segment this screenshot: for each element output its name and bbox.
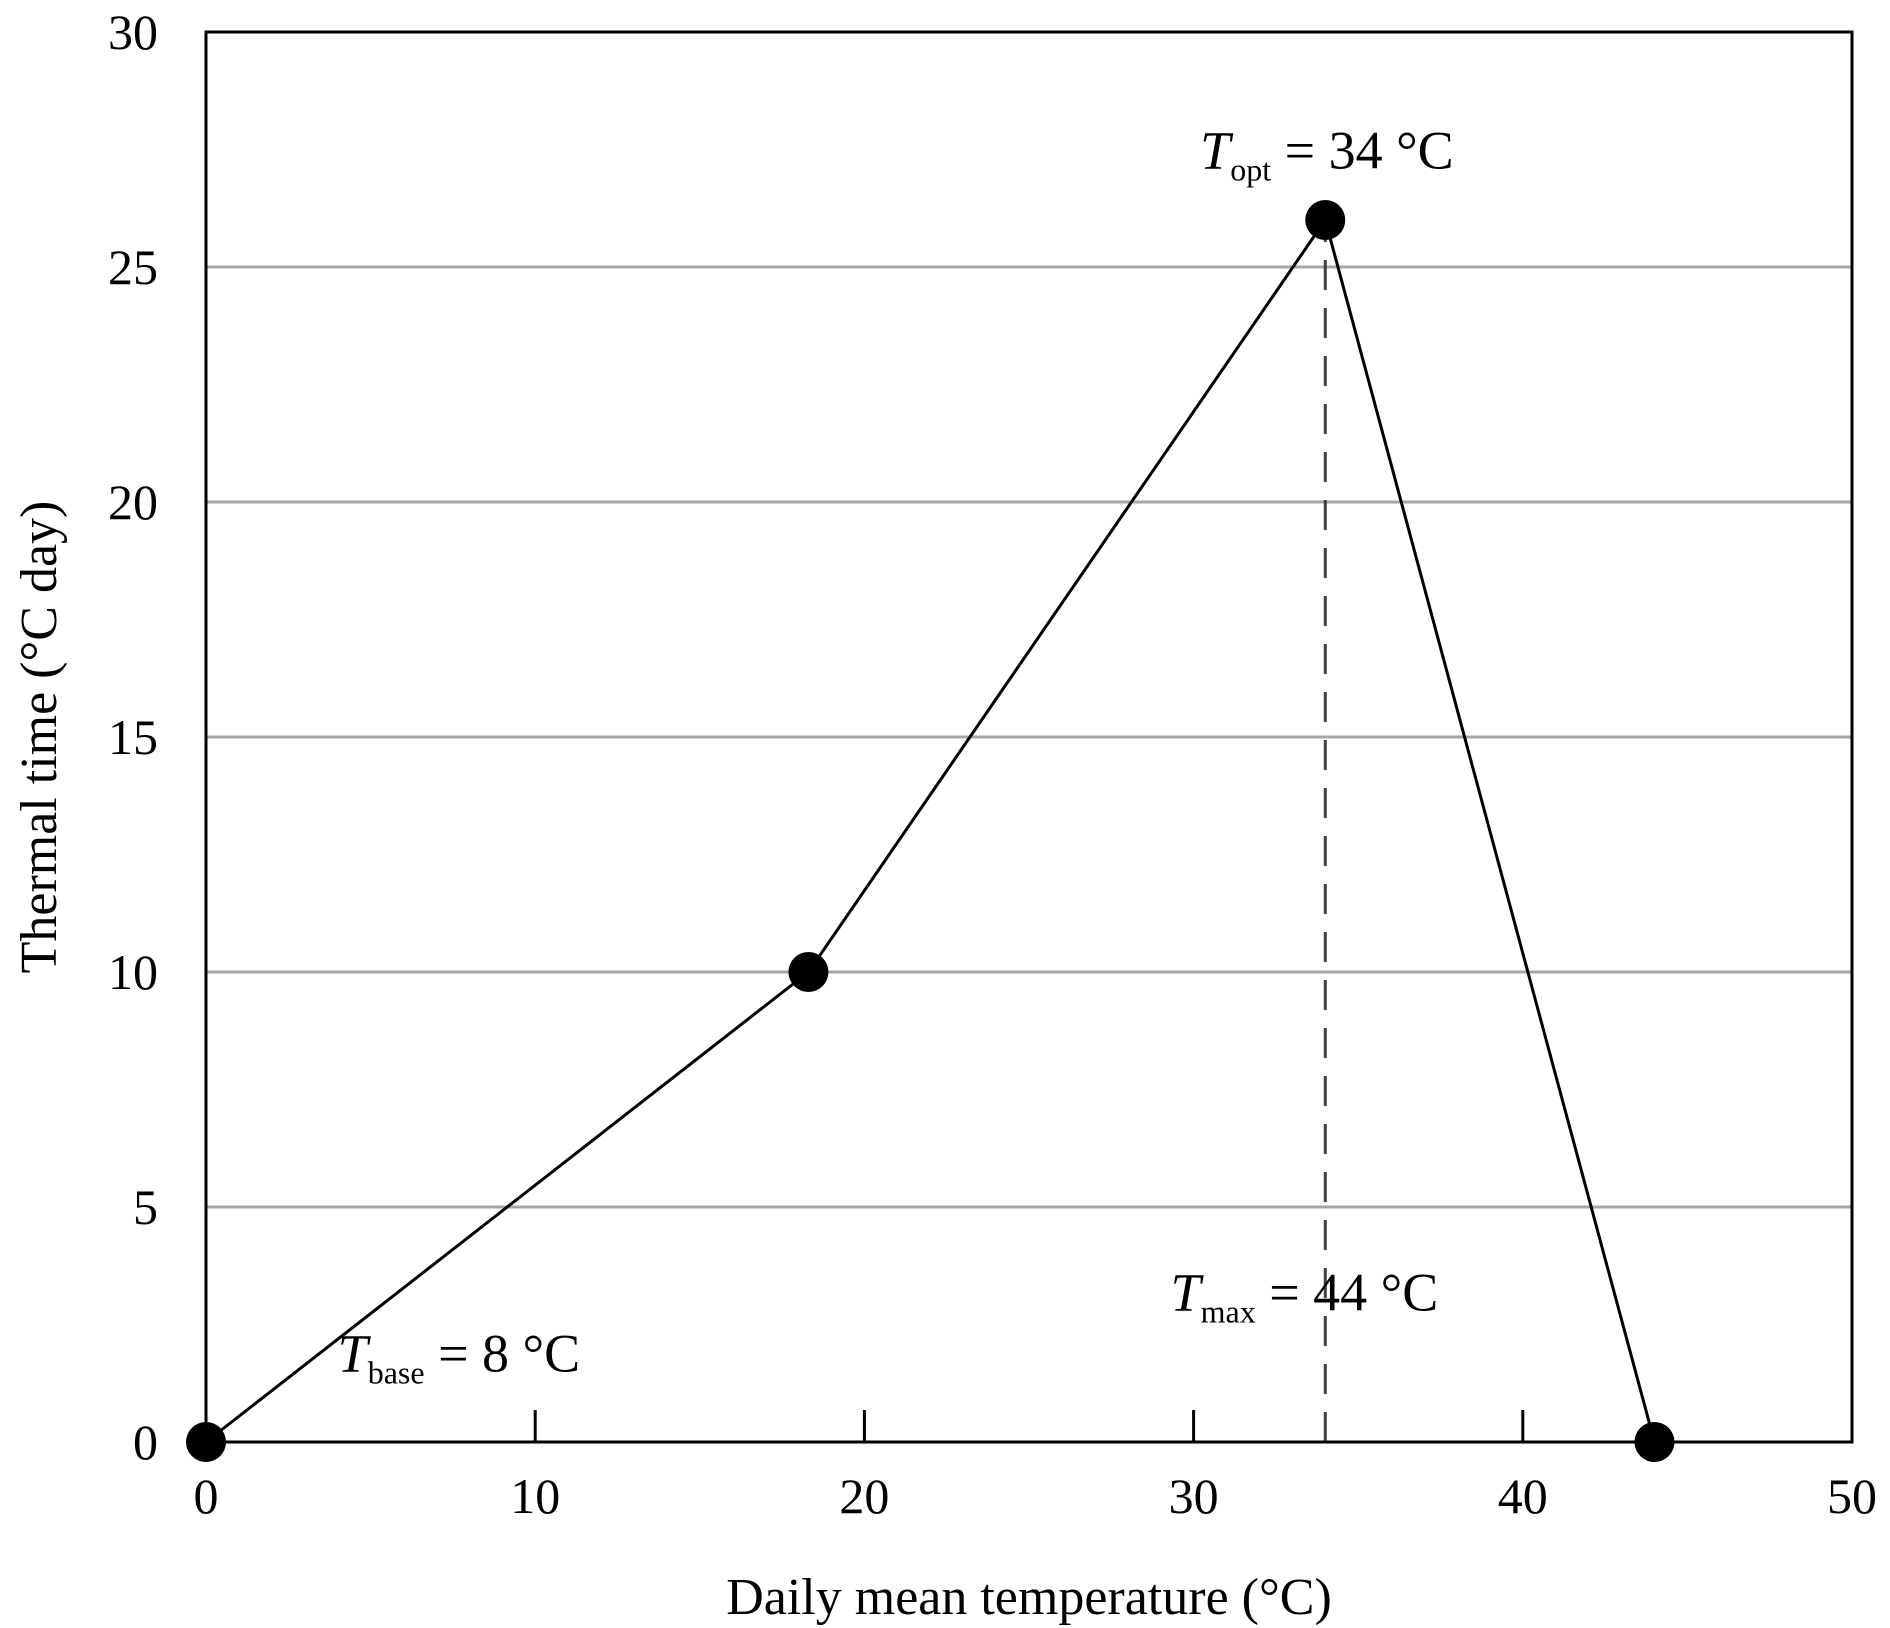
gridlines bbox=[206, 265, 1852, 1209]
annotation-topt: Topt = 34 °C bbox=[1200, 120, 1454, 187]
y-axis-title: Thermal time (°C day) bbox=[11, 501, 68, 974]
y-tick-label-25: 25 bbox=[108, 239, 158, 295]
x-tick-labels: 0 10 20 30 40 50 bbox=[194, 1468, 1878, 1524]
plot-area-frame bbox=[204, 30, 1854, 1444]
y-tick-labels: 0 5 10 15 20 25 30 bbox=[108, 4, 158, 1470]
data-point-0 bbox=[186, 1422, 226, 1462]
x-tick-label-10: 10 bbox=[510, 1468, 560, 1524]
series-line-0 bbox=[205, 216, 1656, 1444]
x-tick-label-50: 50 bbox=[1827, 1468, 1877, 1524]
y-tick-label-10: 10 bbox=[108, 944, 158, 1000]
data-point-1 bbox=[788, 952, 829, 992]
x-tick-label-30: 30 bbox=[1169, 1468, 1219, 1524]
series bbox=[186, 200, 1675, 1462]
annotation-value: = 8 °C bbox=[425, 1324, 581, 1384]
x-axis-title: Daily mean temperature (°C) bbox=[726, 1569, 1332, 1626]
annotation-symbol: T bbox=[1171, 1262, 1205, 1322]
annotation-subscript: opt bbox=[1230, 151, 1271, 187]
axis-ticks bbox=[533, 1410, 1525, 1442]
x-tick-label-20: 20 bbox=[839, 1468, 889, 1524]
y-tick-label-5: 5 bbox=[133, 1179, 158, 1235]
y-tick-label-0: 0 bbox=[133, 1414, 158, 1470]
x-tick-label-40: 40 bbox=[1498, 1468, 1548, 1524]
annotation-value: = 34 °C bbox=[1271, 120, 1454, 180]
data-point-2 bbox=[1305, 200, 1346, 240]
annotation-value: = 44 °C bbox=[1256, 1262, 1439, 1322]
data-point-3 bbox=[1634, 1422, 1675, 1462]
y-tick-label-15: 15 bbox=[108, 709, 158, 765]
y-tick-label-20: 20 bbox=[108, 474, 158, 530]
y-tick-label-30: 30 bbox=[108, 4, 158, 60]
annotation-subscript: base bbox=[368, 1355, 425, 1391]
annotation-tbase: Tbase = 8 °C bbox=[338, 1324, 580, 1391]
annotation-tmax: Tmax = 44 °C bbox=[1171, 1262, 1439, 1329]
annotation-symbol: T bbox=[338, 1324, 372, 1384]
annotation-symbol: T bbox=[1200, 120, 1234, 180]
x-tick-label-0: 0 bbox=[194, 1468, 219, 1524]
annotation-subscript: max bbox=[1201, 1293, 1256, 1329]
